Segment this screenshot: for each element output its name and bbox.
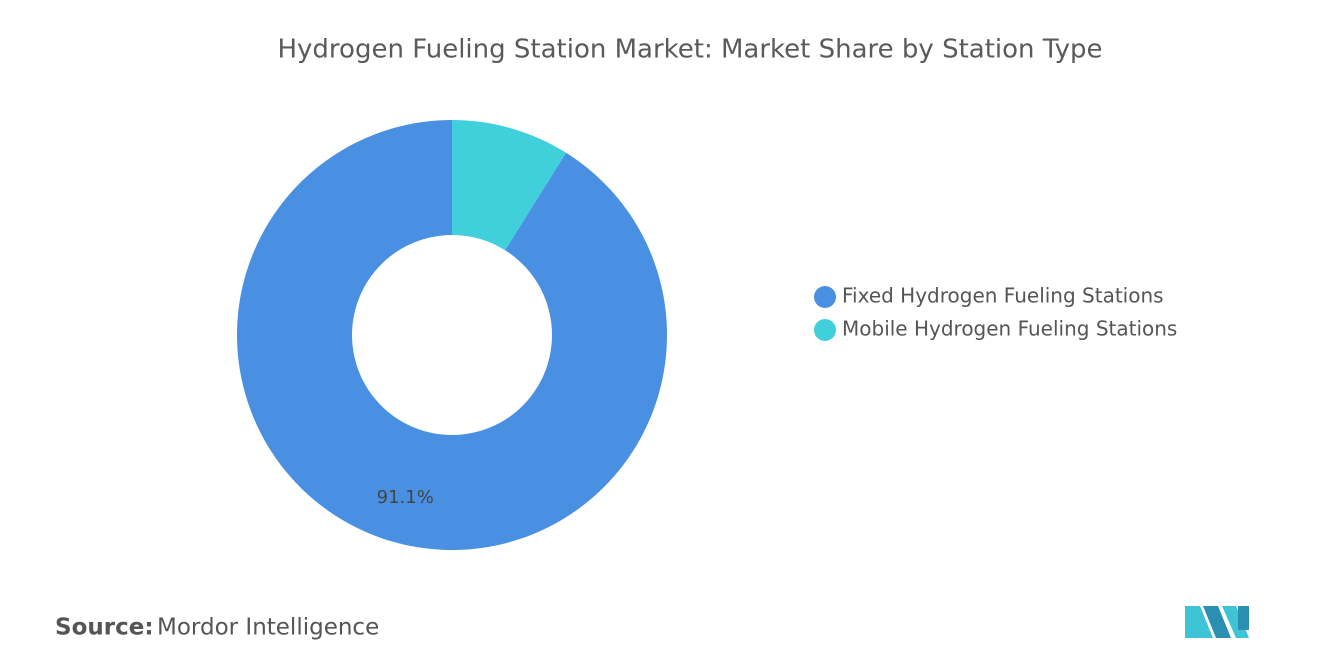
logo-part: [1238, 606, 1249, 630]
logo-part: [1185, 606, 1213, 638]
logo-part: [1203, 606, 1231, 638]
legend-swatch: [814, 286, 836, 308]
source: Mordor Intelligence: [157, 615, 379, 641]
logo: [1185, 606, 1249, 638]
legend-swatch: [814, 319, 836, 341]
data-label: 91.1%: [377, 487, 434, 508]
legend-label: Mobile Hydrogen Fueling Stations: [842, 317, 1177, 341]
chart-title: Hydrogen Fueling Station Market: Market …: [277, 35, 1102, 65]
source-label: Source:: [55, 615, 154, 641]
donut-segment: [236, 120, 667, 550]
legend-label: Fixed Hydrogen Fueling Stations: [842, 284, 1164, 308]
donut-segment: [452, 120, 567, 251]
